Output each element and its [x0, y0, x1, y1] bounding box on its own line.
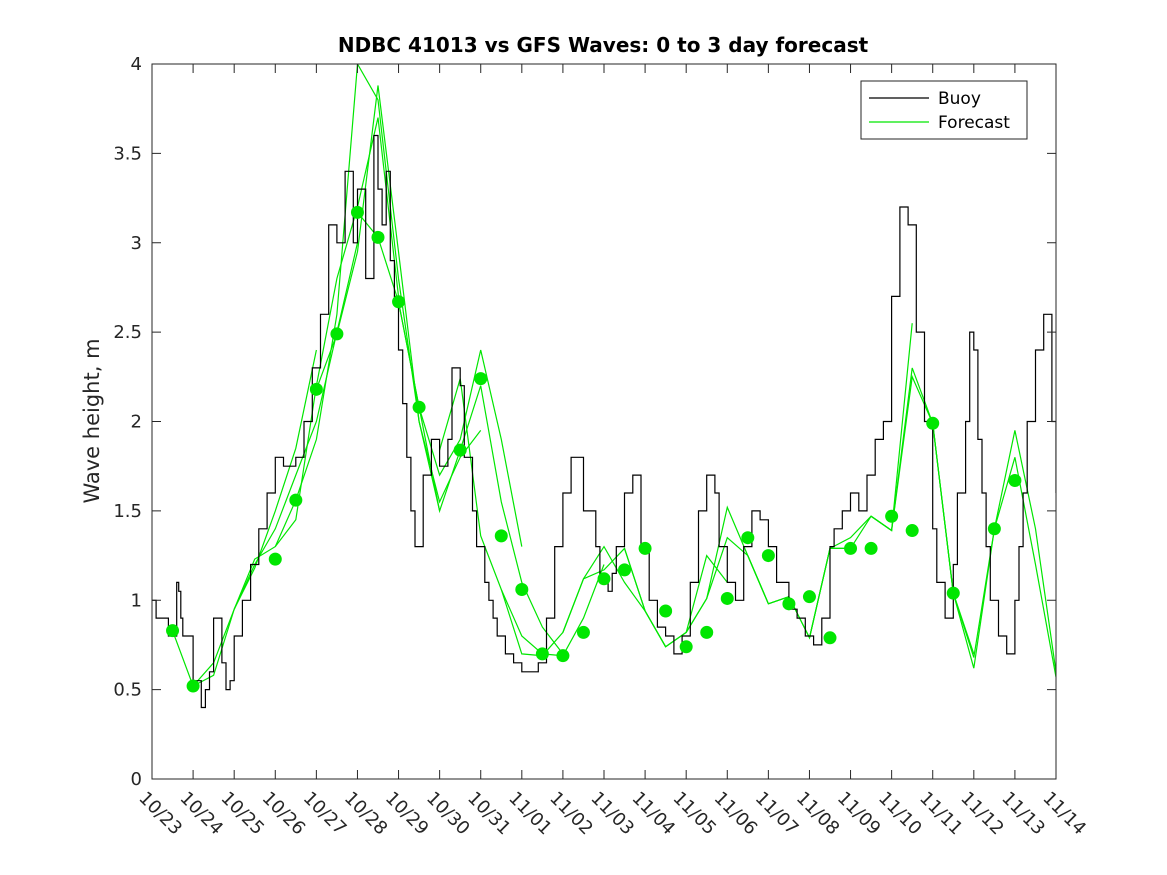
forecast-marker-point [823, 631, 837, 645]
plot-area: 00.511.522.533.54 10/2310/2410/2510/2610… [113, 54, 1090, 839]
forecast-marker-point [289, 493, 303, 507]
forecast-markers [166, 205, 1022, 693]
forecast-marker-point [638, 541, 652, 555]
y-tick-label: 4 [131, 54, 142, 75]
forecast-marker-point [412, 400, 426, 414]
forecast-marker-point [844, 541, 858, 555]
y-axis-label: Wave height, m [80, 338, 104, 503]
legend-forecast-label: Forecast [938, 113, 1010, 133]
forecast-marker-point [350, 205, 364, 219]
forecast-marker-point [679, 640, 693, 654]
forecast-marker-point [1008, 473, 1022, 487]
forecast-run-line [439, 378, 605, 657]
forecast-marker-point [392, 295, 406, 309]
forecast-marker-point [515, 583, 529, 597]
forecast-run-line [397, 301, 564, 655]
series-group [152, 64, 1056, 709]
forecast-marker-point [905, 524, 919, 538]
legend-buoy-label: Buoy [938, 89, 981, 109]
forecast-run-line [192, 242, 359, 687]
forecast-marker-point [761, 549, 775, 563]
forecast-marker-point [556, 649, 570, 663]
y-tick-label: 0 [131, 769, 142, 790]
y-tick-label: 0.5 [113, 680, 142, 701]
forecast-run-line [870, 374, 1056, 672]
forecast-run-line [357, 212, 523, 547]
forecast-marker-point [864, 541, 878, 555]
forecast-marker-point [309, 382, 323, 396]
y-tick-label: 3.5 [113, 143, 142, 164]
forecast-marker-point [186, 679, 200, 693]
forecast-marker-point [741, 531, 755, 545]
forecast-marker-point [453, 443, 467, 457]
legend: Buoy Forecast [860, 80, 1028, 140]
legend-box [860, 80, 1028, 140]
forecast-marker-point [330, 327, 344, 341]
forecast-marker-point [700, 625, 714, 639]
forecast-marker-point [494, 529, 508, 543]
forecast-marker-point [946, 586, 960, 600]
y-axis-ticks: 0 0.5 1 1.5 2 2.5 3 3.5 4 [113, 54, 1056, 790]
forecast-marker-point [720, 591, 734, 605]
forecast-marker-point [535, 647, 549, 661]
forecast-marker-point [659, 604, 673, 618]
y-tick-label: 2.5 [113, 322, 142, 343]
forecast-marker-point [597, 572, 611, 586]
forecast-marker-point [371, 230, 385, 244]
forecast-marker-point [987, 522, 1001, 536]
axes-background [152, 64, 1056, 779]
forecast-marker-point [885, 509, 899, 523]
forecast-marker-point [268, 552, 282, 566]
forecast-marker-point [576, 625, 590, 639]
forecast-marker-point [166, 624, 180, 638]
forecast-marker-point [802, 590, 816, 604]
y-tick-label: 1 [131, 590, 142, 611]
chart-title: NDBC 41013 vs GFS Waves: 0 to 3 day fore… [338, 33, 869, 57]
y-tick-label: 3 [131, 233, 142, 254]
y-tick-label: 1.5 [113, 501, 142, 522]
forecast-marker-point [926, 416, 940, 430]
forecast-marker-point [618, 563, 632, 577]
y-tick-label: 2 [131, 412, 142, 433]
forecast-marker-point [782, 597, 796, 611]
forecast-marker-point [474, 372, 488, 386]
